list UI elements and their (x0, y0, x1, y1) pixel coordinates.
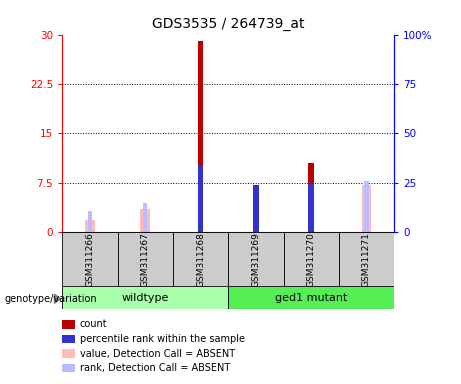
Text: GSM311269: GSM311269 (251, 232, 260, 286)
Text: ged1 mutant: ged1 mutant (275, 293, 347, 303)
Bar (308, 184, 314, 232)
Text: GSM311266: GSM311266 (85, 232, 95, 286)
Bar (173, 232, 228, 286)
Bar (198, 166, 203, 232)
Text: value, Detection Call = ABSENT: value, Detection Call = ABSENT (80, 349, 235, 359)
Bar (118, 232, 173, 286)
Bar (198, 41, 203, 232)
Text: GSM311267: GSM311267 (141, 232, 150, 286)
Bar (361, 185, 372, 232)
Bar (253, 185, 259, 232)
Text: percentile rank within the sample: percentile rank within the sample (80, 334, 245, 344)
Bar (88, 211, 92, 232)
Bar (228, 232, 284, 286)
Bar (140, 209, 150, 232)
Text: genotype/variation: genotype/variation (5, 294, 97, 304)
Bar (228, 286, 394, 309)
Text: rank, Detection Call = ABSENT: rank, Detection Call = ABSENT (80, 363, 230, 373)
Text: GSM311270: GSM311270 (307, 232, 316, 286)
Bar (85, 220, 95, 232)
Text: GSM311268: GSM311268 (196, 232, 205, 286)
Bar (143, 203, 148, 232)
Text: GSM311271: GSM311271 (362, 232, 371, 286)
Bar (62, 232, 118, 286)
Title: GDS3535 / 264739_at: GDS3535 / 264739_at (152, 17, 304, 31)
Bar (364, 181, 369, 232)
Text: count: count (80, 319, 107, 329)
Bar (284, 232, 339, 286)
Text: wildtype: wildtype (122, 293, 169, 303)
Bar (62, 286, 228, 309)
Bar (339, 232, 394, 286)
Polygon shape (54, 294, 60, 303)
Bar (253, 186, 259, 232)
Bar (308, 163, 314, 232)
